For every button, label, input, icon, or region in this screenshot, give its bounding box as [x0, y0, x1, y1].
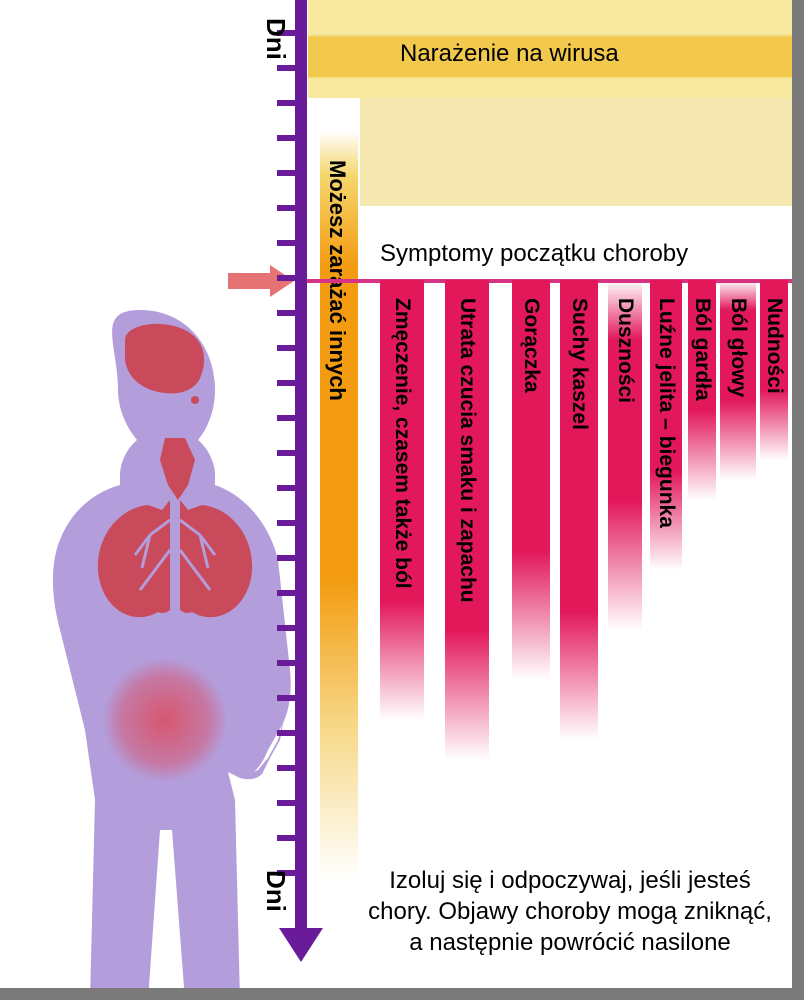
- timeline-tick: [277, 100, 295, 106]
- timeline-tick: [277, 555, 295, 561]
- timeline-tick: [277, 170, 295, 176]
- timeline-tick: [277, 135, 295, 141]
- symptom-label: Gorączka: [519, 298, 543, 393]
- timeline-tick: [277, 765, 295, 771]
- timeline-tick: [277, 695, 295, 701]
- timeline-tick: [277, 240, 295, 246]
- timeline-tick: [277, 415, 295, 421]
- symptom-label: Utrata czucia smaku i zapachu: [455, 298, 479, 603]
- timeline-tick: [277, 65, 295, 71]
- incubation-band: [360, 98, 804, 206]
- frame-bottom: [0, 988, 804, 1000]
- advice-text: Izoluj się i odpoczywaj, jeśli jesteś ch…: [360, 865, 780, 959]
- timeline-label-top: Dni: [260, 18, 291, 60]
- timeline-tick: [277, 380, 295, 386]
- timeline-tick: [277, 835, 295, 841]
- symptoms-header: Symptomy początku choroby: [380, 240, 688, 268]
- timeline-tick: [277, 590, 295, 596]
- timeline-tick: [277, 450, 295, 456]
- symptom-label: Suchy kaszel: [567, 298, 591, 430]
- timeline-label-bottom: Dni: [260, 870, 291, 912]
- infographic-canvas: Narażenie na wirusa Możesz zarażać innyc…: [0, 0, 804, 1000]
- symptom-label: Duszności: [613, 298, 637, 403]
- exposure-label: Narażenie na wirusa: [400, 40, 619, 68]
- timeline-tick: [277, 800, 295, 806]
- symptom-label: Nudności: [762, 298, 786, 394]
- timeline-axis: [295, 0, 307, 930]
- timeline-tick: [277, 660, 295, 666]
- timeline-tick: [277, 345, 295, 351]
- symptom-label: Ból gardła: [690, 298, 714, 401]
- timeline-tick: [277, 485, 295, 491]
- symptom-label: Ból głowy: [726, 298, 750, 397]
- symptom-label: Luźne jelita – biegunka: [654, 298, 678, 528]
- timeline-tick: [277, 625, 295, 631]
- frame-right: [792, 0, 804, 1000]
- symptom-label: Zmęczenie, czasem także ból: [390, 298, 414, 589]
- timeline-arrowhead: [279, 928, 323, 962]
- timeline-tick: [277, 730, 295, 736]
- timeline-tick: [277, 275, 295, 281]
- timeline-tick: [277, 205, 295, 211]
- timeline-tick: [277, 520, 295, 526]
- timeline-tick: [277, 310, 295, 316]
